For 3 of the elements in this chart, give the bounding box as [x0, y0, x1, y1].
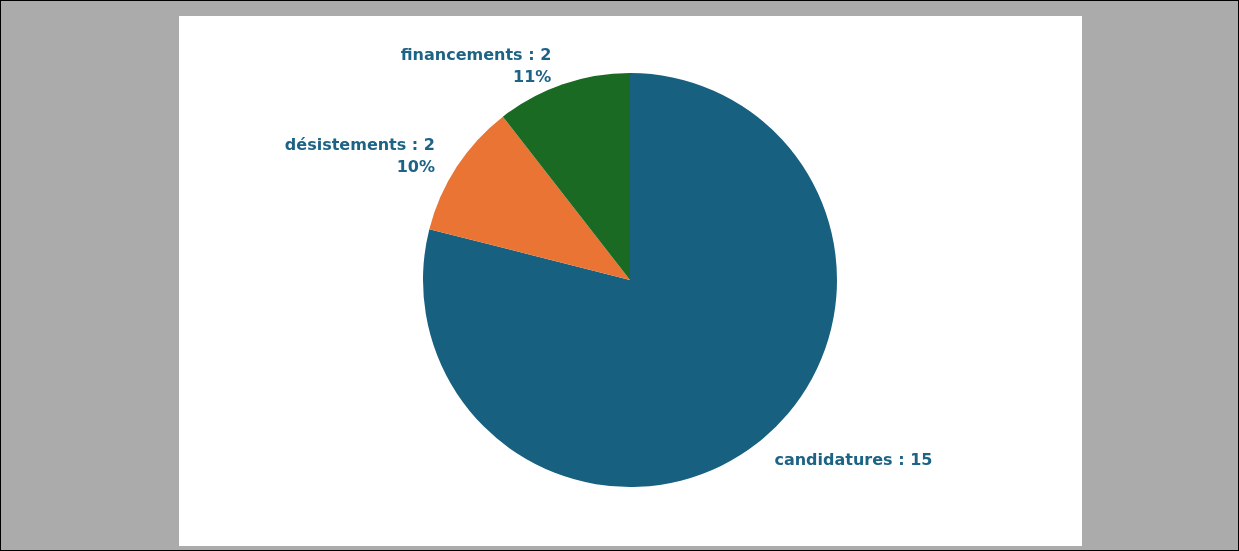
slice-label: désistements : 2 10%: [284, 135, 435, 177]
slice-label: candidatures : 15: [774, 449, 933, 469]
slice-label: financements : 2 11%: [400, 44, 552, 86]
